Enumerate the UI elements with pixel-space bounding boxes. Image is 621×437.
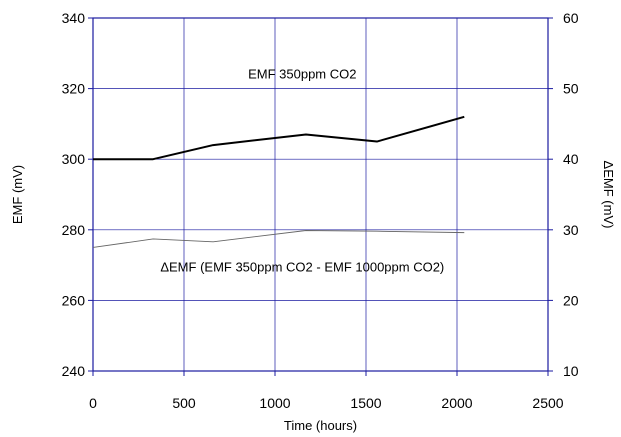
y2-tick-label: 60 [563,10,579,26]
series-label-delta-emf: ΔEMF (EMF 350ppm CO2 - EMF 1000ppm CO2) [160,259,444,274]
left-y-axis-title: EMF (mV) [10,165,25,224]
y-tick-label: 320 [62,81,86,97]
y2-tick-label: 20 [563,292,579,308]
y-tick-label: 240 [62,363,86,379]
x-axis-title: Time (hours) [284,418,357,433]
plot-frame [92,17,549,372]
series-label-emf-350ppm: EMF 350ppm CO2 [248,67,356,82]
right-y-axis-title: ΔEMF (mV) [601,161,616,229]
y2-tick-label: 40 [563,151,579,167]
y-tick-label: 300 [62,151,86,167]
series-lines [92,115,465,248]
x-tick-label: 2000 [441,395,472,411]
grid-lines [93,18,548,371]
y-tick-label: 260 [62,292,86,308]
series-line-delta-emf [92,230,465,248]
y-tick-label: 340 [62,10,86,26]
y2-tick-label: 10 [563,363,579,379]
x-tick-label: 500 [172,395,196,411]
y-tick-label: 280 [62,222,86,238]
x-tick-label: 1000 [259,395,290,411]
x-tick-label: 1500 [350,395,381,411]
axis-ticks: 0 500 1000 1500 2000 2500 240 260 280 300 320 340 10… [62,10,579,411]
x-tick-label: 0 [89,395,97,411]
y2-tick-label: 30 [563,222,579,238]
x-tick-label: 2500 [532,395,563,411]
series-line-emf-350ppm [93,115,465,161]
y2-tick-label: 50 [563,81,579,97]
